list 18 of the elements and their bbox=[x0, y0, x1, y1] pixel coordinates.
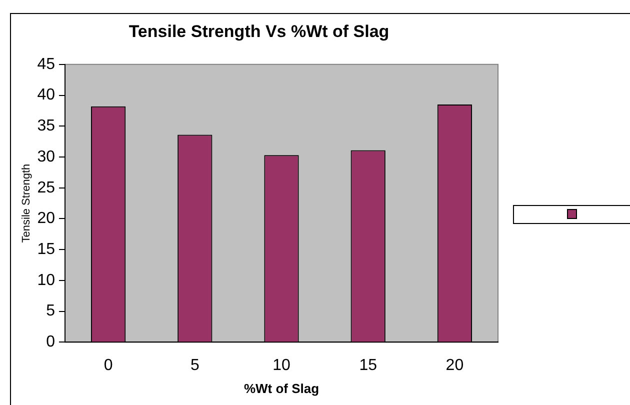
y-tick-label: 20 bbox=[37, 210, 56, 228]
y-tick-label: 5 bbox=[46, 302, 56, 320]
x-tick-label: 20 bbox=[446, 357, 464, 374]
y-tick-label: 0 bbox=[46, 334, 56, 351]
y-tick-label: 15 bbox=[37, 241, 56, 258]
y-axis-title: Tensile Strength bbox=[20, 164, 33, 243]
x-tick-label: 15 bbox=[359, 357, 378, 374]
x-tick-label: 10 bbox=[272, 357, 290, 374]
y-tick-label: 35 bbox=[37, 118, 56, 135]
y-tick-label: 45 bbox=[37, 56, 56, 73]
chart-title: Tensile Strength Vs %Wt of Slag bbox=[128, 22, 390, 41]
x-axis-title: %Wt of Slag bbox=[244, 380, 320, 396]
y-tick-label: 30 bbox=[37, 148, 56, 166]
y-tick-label: 40 bbox=[37, 86, 56, 104]
x-tick-label: 5 bbox=[190, 357, 200, 374]
y-tick-label: 10 bbox=[37, 272, 56, 289]
y-tick-label: 25 bbox=[37, 179, 56, 196]
x-tick-label: 0 bbox=[104, 357, 113, 374]
